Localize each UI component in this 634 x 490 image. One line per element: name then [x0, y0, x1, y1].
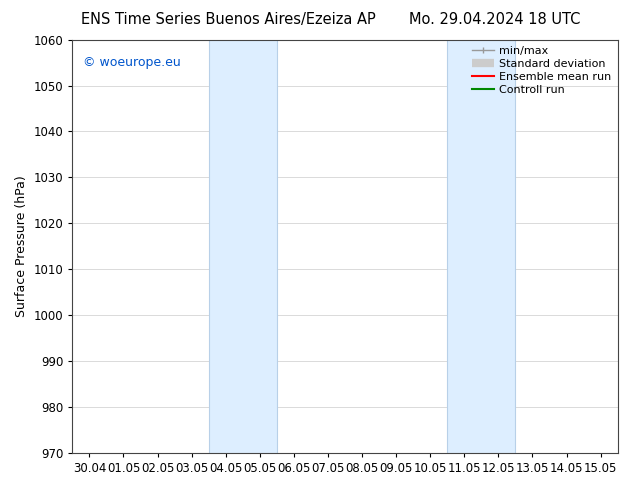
- Legend: min/max, Standard deviation, Ensemble mean run, Controll run: min/max, Standard deviation, Ensemble me…: [469, 43, 614, 98]
- Bar: [209, 40, 277, 453]
- Y-axis label: Surface Pressure (hPa): Surface Pressure (hPa): [15, 175, 28, 317]
- Text: © woeurope.eu: © woeurope.eu: [83, 56, 181, 69]
- Bar: [447, 40, 515, 453]
- Text: ENS Time Series Buenos Aires/Ezeiza AP: ENS Time Series Buenos Aires/Ezeiza AP: [81, 12, 375, 27]
- Text: Mo. 29.04.2024 18 UTC: Mo. 29.04.2024 18 UTC: [409, 12, 580, 27]
